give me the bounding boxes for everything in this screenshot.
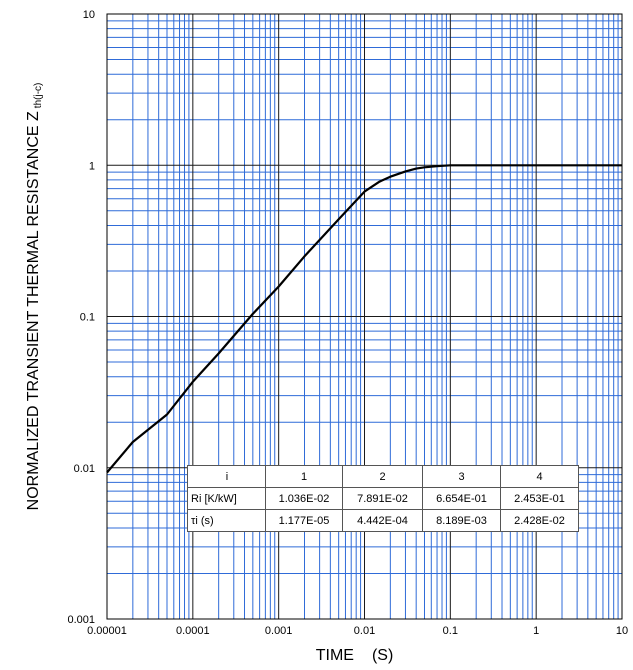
- y-tick-label: 1: [89, 160, 95, 172]
- x-tick-label: 0.0001: [176, 625, 210, 637]
- thermal-parameters-table: i 1 2 3 4 Ri [K/kW] 1.036E-02 7.891E-02 6.654E-0…: [187, 465, 579, 532]
- table-cell: τi (s): [188, 510, 266, 532]
- x-tick-label: 0.001: [265, 625, 293, 637]
- table-row: Ri [K/kW] 1.036E-02 7.891E-02 6.654E-01 2.45…: [188, 488, 579, 510]
- table-cell: 1: [266, 466, 343, 488]
- x-tick-label: 0.01: [354, 625, 375, 637]
- y-tick-labels: 0.001 0.01 0.1 1 10: [67, 9, 95, 626]
- table-row: τi (s) 1.177E-05 4.442E-04 8.189E-03 2.428E-…: [188, 510, 579, 532]
- y-tick-label: 10: [83, 9, 95, 21]
- table-cell: 2.453E-01: [501, 488, 579, 510]
- table-cell: 2: [343, 466, 423, 488]
- table-cell: 3: [423, 466, 501, 488]
- table-cell: 8.189E-03: [423, 510, 501, 532]
- x-tick-label: 10: [616, 625, 628, 637]
- table-cell: 4.442E-04: [343, 510, 423, 532]
- x-axis-title: TIME (S): [316, 647, 394, 664]
- table-cell: 6.654E-01: [423, 488, 501, 510]
- x-tick-label: 0.1: [443, 625, 458, 637]
- table-cell: 7.891E-02: [343, 488, 423, 510]
- y-tick-label: 0.01: [74, 463, 95, 475]
- x-tick-labels: 0.00001 0.0001 0.001 0.01 0.1 1 10: [87, 625, 628, 637]
- table-cell: Ri [K/kW]: [188, 488, 266, 510]
- table-cell: 4: [501, 466, 579, 488]
- table-cell: i: [188, 466, 266, 488]
- x-axis-unit: (S): [372, 647, 393, 664]
- x-tick-label: 0.00001: [87, 625, 127, 637]
- x-axis-label: TIME: [316, 647, 354, 664]
- y-axis-label: NORMALIZED TRANSIENT THERMAL RESISTANCE …: [25, 111, 42, 510]
- y-tick-label: 0.001: [67, 614, 95, 626]
- table-cell: 1.036E-02: [266, 488, 343, 510]
- x-tick-label: 1: [533, 625, 539, 637]
- y-tick-label: 0.1: [80, 312, 95, 324]
- y-axis-subscript: th(j-c): [33, 83, 44, 109]
- table-cell: 1.177E-05: [266, 510, 343, 532]
- y-axis-title: NORMALIZED TRANSIENT THERMAL RESISTANCE …: [25, 83, 44, 511]
- table-cell: 2.428E-02: [501, 510, 579, 532]
